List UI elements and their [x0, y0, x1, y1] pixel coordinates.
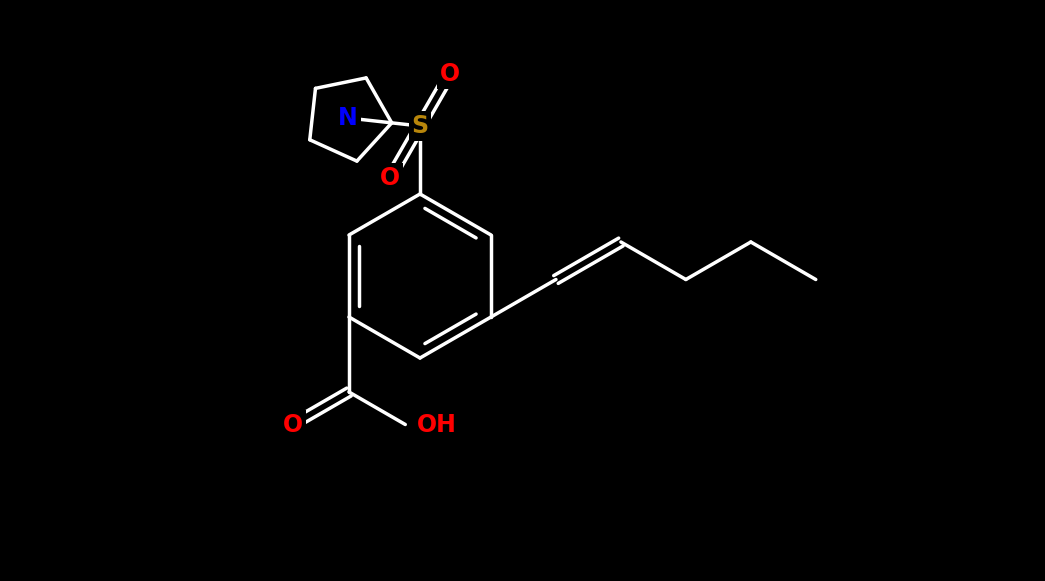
Text: N: N [339, 106, 357, 130]
Text: O: O [440, 62, 460, 86]
Text: OH: OH [417, 413, 457, 436]
Text: O: O [380, 166, 400, 190]
Text: S: S [412, 114, 428, 138]
Text: O: O [282, 413, 303, 436]
